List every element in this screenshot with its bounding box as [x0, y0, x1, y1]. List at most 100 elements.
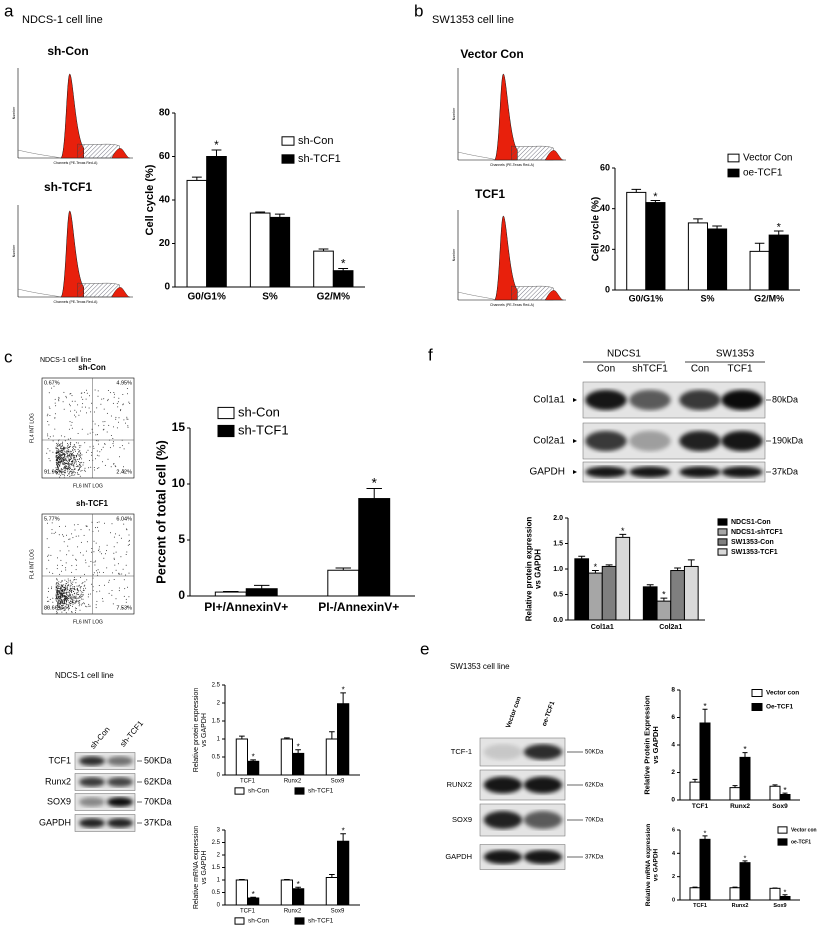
- dot: [103, 398, 105, 400]
- dot: [103, 408, 105, 410]
- dot: [63, 588, 65, 590]
- dot: [128, 442, 130, 444]
- x-tick-label: PI+/AnnexinV+: [204, 600, 288, 614]
- dot: [57, 593, 59, 595]
- dot: [69, 405, 71, 407]
- significance: *: [297, 743, 300, 752]
- dot: [58, 396, 60, 398]
- dot: [47, 587, 49, 589]
- dot: [79, 458, 80, 460]
- dot: [64, 462, 66, 464]
- dot: [94, 389, 96, 391]
- band: [679, 430, 721, 452]
- dot: [69, 466, 71, 468]
- dot: [123, 466, 124, 468]
- dot: [98, 467, 100, 469]
- dot: [104, 584, 105, 586]
- dot: [67, 450, 69, 452]
- dot: [75, 597, 77, 599]
- dot: [106, 550, 107, 552]
- dot: [110, 532, 111, 534]
- dot: [65, 604, 67, 606]
- bar: [670, 570, 685, 621]
- dot: [71, 469, 73, 470]
- dot: [62, 591, 64, 593]
- dot: [60, 469, 62, 471]
- dot: [61, 457, 63, 459]
- dot: [60, 602, 62, 604]
- dot: [69, 603, 71, 605]
- dot: [78, 445, 80, 447]
- error-bar: [732, 785, 738, 788]
- dot: [114, 465, 116, 467]
- y-axis-label: vs GAPDH: [651, 726, 660, 764]
- size-label: 70KDa: [585, 818, 604, 824]
- dot: [98, 530, 99, 532]
- y-tick-label: 15: [172, 420, 186, 434]
- dot: [75, 596, 77, 598]
- band: [585, 389, 627, 411]
- lane-label: shTCF1: [632, 364, 668, 375]
- dot: [62, 471, 64, 473]
- dot: [59, 573, 61, 575]
- dot: [68, 595, 70, 597]
- dot: [72, 472, 74, 474]
- significance: *: [297, 880, 300, 889]
- dot: [115, 418, 117, 420]
- quadrant-label: 0.67%: [44, 380, 60, 386]
- dot: [69, 464, 71, 466]
- dot: [62, 448, 64, 450]
- dot: [63, 595, 65, 597]
- row-label: RUNX2: [447, 780, 472, 789]
- dot: [65, 447, 67, 449]
- band: [523, 776, 563, 794]
- dot: [113, 396, 115, 398]
- dot: [74, 596, 76, 598]
- error-bar: [250, 896, 256, 898]
- dot: [84, 470, 86, 472]
- dot: [56, 591, 58, 593]
- dot: [126, 551, 128, 553]
- dot: [57, 585, 59, 587]
- dot: [76, 411, 77, 413]
- debris: [17, 149, 61, 159]
- dot: [113, 579, 115, 580]
- g1-peak: [494, 73, 518, 161]
- dot: [107, 390, 109, 391]
- dot: [88, 407, 90, 409]
- dot: [57, 454, 59, 456]
- band: [721, 389, 763, 411]
- legend-swatch: [281, 154, 295, 164]
- dot: [70, 474, 72, 476]
- dot: [69, 470, 71, 472]
- dot: [65, 465, 66, 467]
- dot: [75, 595, 77, 597]
- error-bar: [693, 218, 703, 223]
- bar: [337, 703, 350, 776]
- dot: [93, 467, 95, 468]
- dot: [64, 596, 66, 597]
- row-label: GAPDH: [445, 852, 472, 861]
- dot: [48, 546, 50, 548]
- dot: [61, 570, 62, 572]
- legend-swatch: [217, 424, 235, 438]
- dot: [63, 541, 65, 543]
- g2-peak: [111, 148, 130, 159]
- y-tick-label: 3: [217, 828, 221, 834]
- dot: [73, 465, 75, 466]
- significance: *: [342, 686, 345, 695]
- dot: [67, 448, 69, 450]
- dot: [67, 605, 69, 607]
- dot: [55, 442, 57, 444]
- dot: [90, 411, 92, 413]
- dot: [57, 462, 59, 464]
- dot: [56, 458, 58, 460]
- dot: [113, 426, 114, 428]
- dot: [71, 463, 73, 465]
- dot: [71, 473, 73, 475]
- dot: [58, 598, 60, 600]
- dot: [57, 450, 59, 452]
- error-bar: [650, 200, 661, 203]
- dot: [68, 538, 70, 540]
